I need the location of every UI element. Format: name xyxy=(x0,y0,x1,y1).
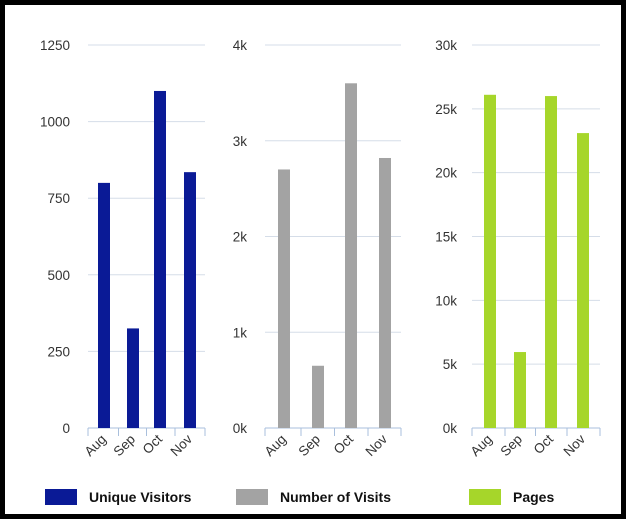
pages-bar-oct xyxy=(545,96,557,429)
legend-item-number-of-visits: Number of Visits xyxy=(236,487,391,507)
number-of-visits-x-tick-label: Nov xyxy=(363,431,391,459)
legend-swatch-number-of-visits xyxy=(236,489,268,505)
number-of-visits-y-tick-label: 3k xyxy=(233,134,248,149)
pages-bar-sep xyxy=(514,352,526,428)
legend-swatch-unique-visitors xyxy=(45,489,77,505)
number-of-visits-y-tick-label: 4k xyxy=(233,38,248,53)
unique-visitors-bar-aug xyxy=(98,182,110,428)
unique-visitors-y-tick-label: 0 xyxy=(62,421,70,436)
pages-y-tick-label: 30k xyxy=(435,38,457,53)
unique-visitors-bar-nov xyxy=(184,172,196,428)
number-of-visits-y-tick-label: 2k xyxy=(233,230,248,245)
legend-item-unique-visitors: Unique Visitors xyxy=(45,487,191,507)
pages-y-tick-label: 20k xyxy=(435,166,457,181)
unique-visitors-y-tick-label: 250 xyxy=(47,344,70,359)
pages-bar-aug xyxy=(484,94,496,428)
legend-item-pages: Pages xyxy=(469,487,554,507)
legend-label-unique-visitors: Unique Visitors xyxy=(89,489,192,505)
pages-x-tick-label: Oct xyxy=(531,431,557,457)
pages-x-tick-label: Sep xyxy=(498,432,526,460)
number-of-visits-bar-sep xyxy=(312,365,324,428)
legend-swatch-pages xyxy=(469,489,501,505)
number-of-visits-bar-aug xyxy=(278,169,290,428)
pages-y-tick-label: 15k xyxy=(435,230,457,245)
unique-visitors-y-tick-label: 1000 xyxy=(40,115,70,130)
pages-y-tick-label: 5k xyxy=(443,357,458,372)
legend-label-number-of-visits: Number of Visits xyxy=(280,489,391,505)
unique-visitors-x-tick-label: Nov xyxy=(168,431,196,459)
unique-visitors-y-tick-label: 500 xyxy=(47,268,70,283)
unique-visitors-x-tick-label: Aug xyxy=(82,432,110,460)
pages-y-tick-label: 10k xyxy=(435,293,457,308)
number-of-visits-y-tick-label: 1k xyxy=(233,325,248,340)
number-of-visits-x-tick-label: Aug xyxy=(262,432,290,460)
pages-y-tick-label: 25k xyxy=(435,102,457,117)
number-of-visits-y-tick-label: 0k xyxy=(233,421,248,436)
number-of-visits-x-tick-label: Sep xyxy=(296,432,324,460)
unique-visitors-bar-sep xyxy=(127,328,139,428)
number-of-visits-bar-nov xyxy=(379,157,391,429)
unique-visitors-y-tick-label: 750 xyxy=(47,191,70,206)
unique-visitors-x-tick-label: Oct xyxy=(140,431,166,457)
unique-visitors-y-tick-label: 1250 xyxy=(40,38,70,53)
unique-visitors-bar-oct xyxy=(154,90,166,429)
pages-y-tick-label: 0k xyxy=(443,421,458,436)
unique-visitors-x-tick-label: Sep xyxy=(111,432,139,460)
legend-label-pages: Pages xyxy=(513,489,555,505)
number-of-visits-bar-oct xyxy=(345,83,357,429)
pages-x-tick-label: Nov xyxy=(561,431,589,459)
pages-bar-nov xyxy=(577,133,589,428)
